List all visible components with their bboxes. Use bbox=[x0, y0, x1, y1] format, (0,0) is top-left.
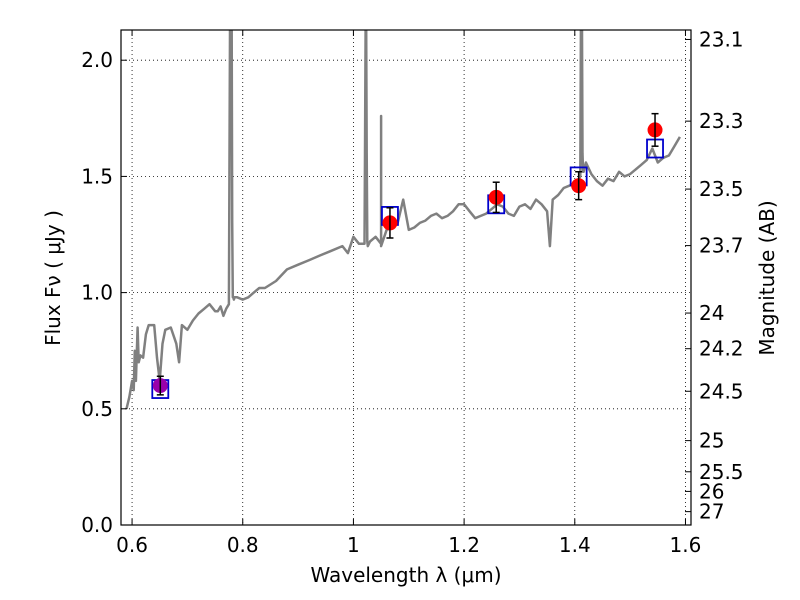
x-tick-label: 0.6 bbox=[116, 533, 148, 557]
observed-photometry-layer bbox=[152, 112, 663, 396]
x-tick-label: 1 bbox=[347, 533, 360, 557]
x-tick-label: 1.4 bbox=[559, 533, 591, 557]
y-tick-label: 1.0 bbox=[81, 281, 113, 305]
plot-frame bbox=[120, 29, 692, 526]
y-tick-label: 2.0 bbox=[81, 48, 113, 72]
model-spectrum-line bbox=[125, 30, 681, 410]
right-tick-label: 26 bbox=[699, 479, 724, 503]
right-tick-label: 24.2 bbox=[699, 337, 744, 361]
y-tick-label: 0.0 bbox=[81, 513, 113, 537]
tick-layer: 0.6 0.8 1 1.2 1.4 1.6 0.0 0.5 1.0 1.5 2.0 23.1 23.3 2… bbox=[81, 27, 743, 557]
y-axis-right-label: Magnitude (AB) bbox=[755, 200, 779, 355]
y-tick-label: 0.5 bbox=[81, 397, 113, 421]
y-tick-label: 1.5 bbox=[81, 164, 113, 188]
right-tick-label: 23.5 bbox=[699, 177, 744, 201]
right-tick-label: 27 bbox=[699, 500, 724, 524]
x-tick-label: 0.8 bbox=[227, 533, 259, 557]
right-tick-label: 25.5 bbox=[699, 460, 744, 484]
right-tick-label: 23.3 bbox=[699, 109, 744, 133]
x-tick-label: 1.2 bbox=[448, 533, 480, 557]
y-axis-left-label: Flux Fν ( μJy ) bbox=[41, 210, 65, 346]
right-tick-label: 23.1 bbox=[699, 27, 744, 51]
right-tick-label: 25 bbox=[699, 429, 724, 453]
right-tick-label: 24.5 bbox=[699, 379, 744, 403]
right-tick-label: 24 bbox=[699, 301, 724, 325]
x-axis-label: Wavelength λ (μm) bbox=[310, 563, 501, 587]
data-layer bbox=[125, 30, 681, 410]
right-tick-label: 23.7 bbox=[699, 234, 744, 258]
x-tick-label: 1.6 bbox=[670, 533, 702, 557]
